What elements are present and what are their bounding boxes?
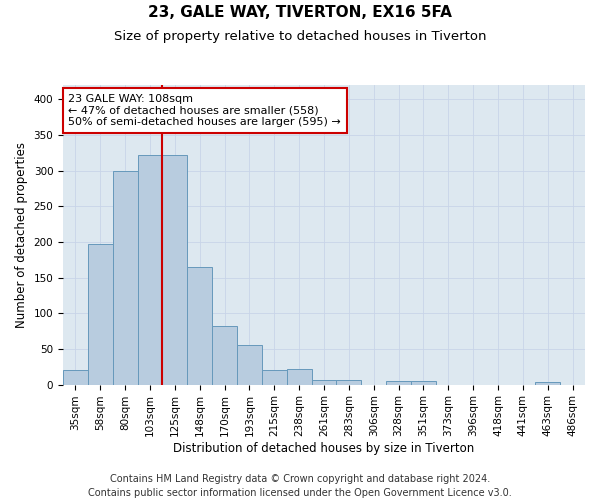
Bar	[337, 380, 361, 384]
Bar	[137, 155, 163, 384]
Text: 23, GALE WAY, TIVERTON, EX16 5FA: 23, GALE WAY, TIVERTON, EX16 5FA	[148, 5, 452, 20]
Bar	[63, 370, 88, 384]
Bar	[287, 369, 311, 384]
Bar	[187, 267, 212, 384]
Bar	[163, 155, 187, 384]
Bar	[88, 244, 113, 384]
Text: Size of property relative to detached houses in Tiverton: Size of property relative to detached ho…	[114, 30, 486, 43]
Bar	[411, 381, 436, 384]
Bar	[535, 382, 560, 384]
Bar	[311, 380, 337, 384]
Bar	[237, 346, 262, 385]
Bar	[386, 381, 411, 384]
Y-axis label: Number of detached properties: Number of detached properties	[15, 142, 28, 328]
Bar	[212, 326, 237, 384]
X-axis label: Distribution of detached houses by size in Tiverton: Distribution of detached houses by size …	[173, 442, 475, 455]
Bar	[262, 370, 287, 384]
Bar	[113, 172, 137, 384]
Text: 23 GALE WAY: 108sqm
← 47% of detached houses are smaller (558)
50% of semi-detac: 23 GALE WAY: 108sqm ← 47% of detached ho…	[68, 94, 341, 127]
Text: Contains HM Land Registry data © Crown copyright and database right 2024.
Contai: Contains HM Land Registry data © Crown c…	[88, 474, 512, 498]
